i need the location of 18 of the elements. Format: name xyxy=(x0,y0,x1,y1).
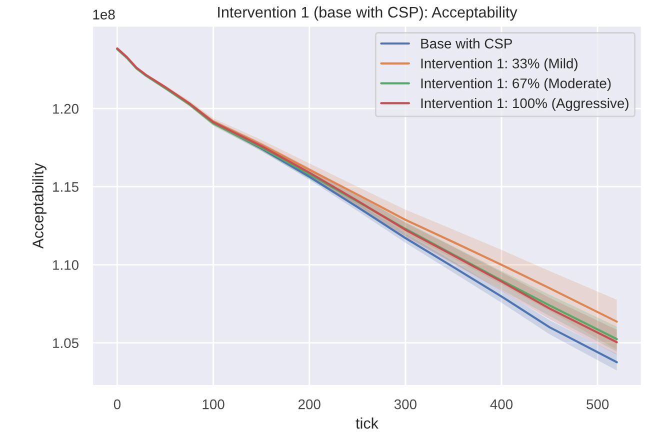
x-tick-label: 300 xyxy=(394,399,416,410)
x-tick-label: 100 xyxy=(202,399,224,410)
legend-label: Intervention 1: 67% (Moderate) xyxy=(421,78,611,92)
x-tick-label: 500 xyxy=(586,399,609,410)
legend-label: Base with CSP xyxy=(421,38,512,49)
x-tick-label: 400 xyxy=(490,399,513,410)
y-axis-title: Acceptability xyxy=(32,162,46,249)
y-tick-label: 1.20 xyxy=(53,104,78,114)
chart-title: Intervention 1 (base with CSP): Acceptability xyxy=(218,6,518,21)
y-tick-label: 1.15 xyxy=(53,182,78,192)
x-tick-label: 0 xyxy=(114,399,121,410)
x-tick-label: 200 xyxy=(298,399,320,410)
legend-label: Intervention 1: 100% (Aggressive) xyxy=(421,98,628,111)
y-tick-label: 1.10 xyxy=(53,260,78,270)
y-tick-label: 1.05 xyxy=(53,338,78,348)
x-axis-title: tick xyxy=(356,418,378,429)
legend-label: Intervention 1: 33% (Mild) xyxy=(421,58,578,72)
text: 1e8 xyxy=(93,10,115,20)
